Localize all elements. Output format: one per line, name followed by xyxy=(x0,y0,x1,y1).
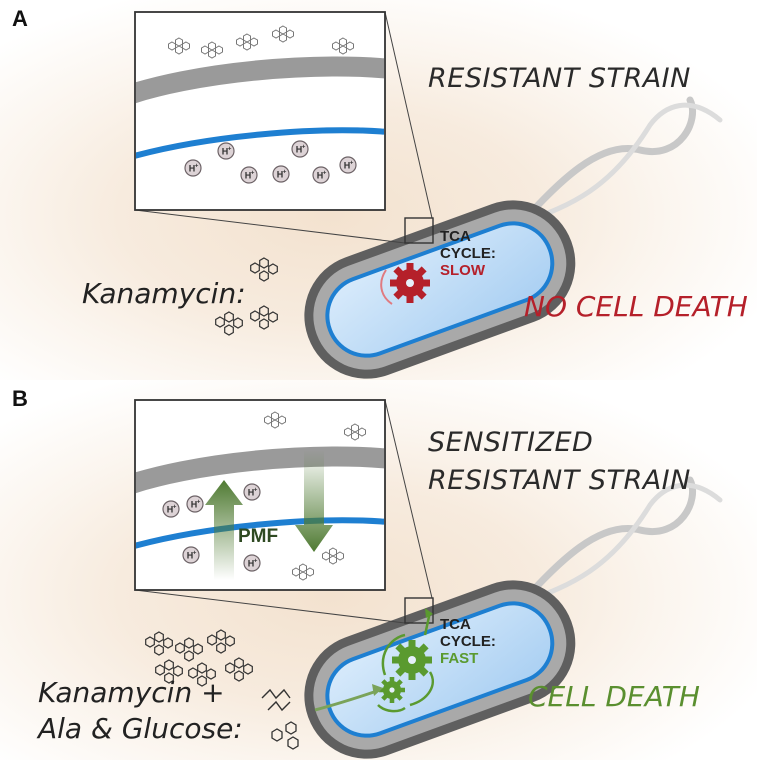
proton-ion xyxy=(162,500,180,518)
flagellum xyxy=(511,96,723,234)
outcome-label: CELL DEATH xyxy=(528,680,700,713)
tca-line1: TCA xyxy=(440,616,471,633)
inner-membrane xyxy=(136,517,384,549)
panel-title-line2: RESISTANT STRAIN xyxy=(428,465,691,496)
proton-ion xyxy=(291,140,309,158)
bacterium-cell xyxy=(304,200,576,379)
zoom-region-box xyxy=(404,597,434,624)
proton-ion xyxy=(184,159,202,177)
outer-membrane-wall xyxy=(136,56,384,104)
tca-speed: FAST xyxy=(440,650,479,667)
membrane-inset xyxy=(134,399,386,591)
flagellum xyxy=(511,476,723,614)
pmf-up-arrow xyxy=(205,480,243,580)
kanamycin-molecule xyxy=(175,637,203,662)
kanamycin-molecule xyxy=(207,629,235,654)
pmf-label: PMF xyxy=(238,526,279,547)
tca-gear-icon xyxy=(390,263,430,303)
panel-title: RESISTANT STRAIN xyxy=(428,63,691,94)
nutrient-uptake-arrowhead xyxy=(372,684,383,696)
panel-title-line1: SENSITIZED xyxy=(428,427,594,458)
panel-a: A RESISTANT STRAIN Kanamycin: TCA CYCLE:… xyxy=(0,0,757,380)
drug-label: Kanamycin: xyxy=(82,277,246,310)
tca-line2: CYCLE: xyxy=(440,633,496,650)
proton-ion xyxy=(312,166,330,184)
tca-cycle-label: TCA CYCLE: SLOW xyxy=(440,228,496,279)
bacterium-cell xyxy=(304,580,576,759)
panel-a-diagram xyxy=(134,11,723,379)
kanamycin-molecule xyxy=(250,305,278,330)
panel-letter: B xyxy=(12,386,28,411)
kanamycin-molecule xyxy=(215,311,243,336)
rotation-arrows-icon xyxy=(377,608,435,713)
tca-line1: TCA xyxy=(440,228,471,245)
panel-b-diagram xyxy=(134,399,723,759)
tca-line2: CYCLE: xyxy=(440,245,496,262)
proton-ion xyxy=(272,165,290,183)
panel-b: B SENSITIZED RESISTANT STRAIN PMF Kanamy… xyxy=(0,380,757,760)
zoom-connector xyxy=(134,11,434,244)
outer-membrane-wall xyxy=(136,446,384,494)
rotation-arc-icon xyxy=(380,269,393,305)
proton-ion xyxy=(240,166,258,184)
proton-ion xyxy=(243,483,261,501)
drug-label-line1: Kanamycin + xyxy=(38,676,225,709)
kanamycin-molecule xyxy=(250,257,278,282)
zoom-region-box xyxy=(404,217,434,244)
drug-label-line2: Ala & Glucose: xyxy=(38,712,243,745)
kanamycin-molecule xyxy=(145,631,173,656)
tca-gear-small-icon xyxy=(379,677,405,703)
tca-cycle-label: TCA CYCLE: FAST xyxy=(440,616,496,667)
membrane-inset xyxy=(134,11,386,211)
inner-membrane xyxy=(136,127,384,159)
tca-gear-icon xyxy=(392,640,432,680)
zoom-connector xyxy=(134,399,434,624)
kanamycin-molecule xyxy=(225,657,253,682)
proton-ion xyxy=(217,142,235,160)
proton-ion xyxy=(186,495,204,513)
outcome-label: NO CELL DEATH xyxy=(524,290,748,323)
panel-letter: A xyxy=(12,6,28,31)
proton-ion xyxy=(339,156,357,174)
uptake-down-arrow xyxy=(295,450,333,552)
tca-speed: SLOW xyxy=(440,262,485,279)
alanine-molecule xyxy=(261,688,291,712)
glucose-molecule xyxy=(271,721,299,750)
proton-ion xyxy=(243,554,261,572)
proton-ion xyxy=(182,546,200,564)
